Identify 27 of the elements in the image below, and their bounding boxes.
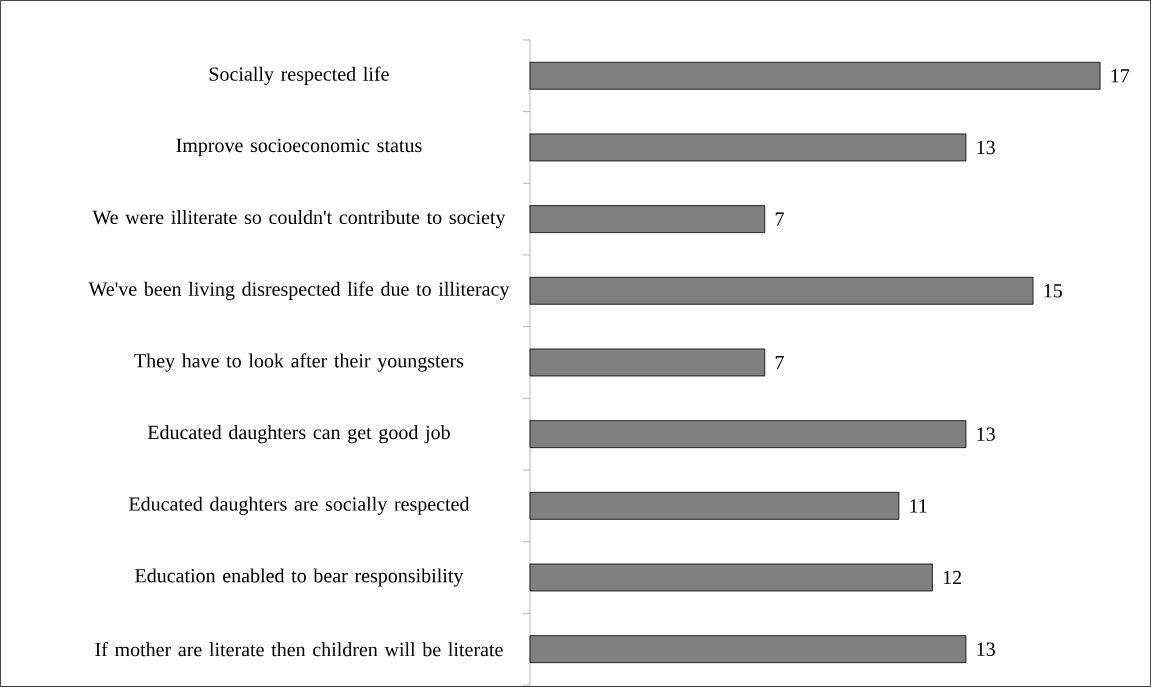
bar — [529, 635, 967, 664]
bar — [529, 133, 967, 162]
y-tick-label: Education enabled to bear responsibility — [135, 568, 464, 587]
data-label: 7 — [775, 212, 784, 226]
data-label: 7 — [775, 355, 784, 370]
y-tick-label: Improve socioeconomic status — [176, 138, 422, 157]
bar — [529, 491, 900, 520]
y-tick-label: Educated daughters can get good job — [147, 425, 450, 444]
bar — [529, 348, 766, 377]
data-label: 13 — [977, 642, 995, 656]
y-tick-label: We were illiterate so couldn't contribute to society — [92, 210, 506, 229]
data-label: 17 — [1111, 69, 1130, 83]
data-label: 13 — [977, 427, 995, 441]
y-tick-label: Educated daughters are socially respected — [129, 496, 470, 515]
data-label: 11 — [910, 499, 927, 513]
y-tick-label: If mother are literate then children will be literate — [95, 642, 503, 657]
bar — [529, 420, 967, 449]
data-label: 12 — [943, 570, 962, 585]
data-label: 15 — [1044, 284, 1062, 298]
bar — [529, 563, 933, 592]
bar — [529, 276, 1034, 305]
y-tick-label: Socially respected life — [209, 66, 389, 85]
y-tick-label: They have to look after their youngsters — [134, 353, 464, 372]
bar — [529, 205, 766, 234]
bar — [529, 61, 1101, 90]
data-label: 13 — [977, 140, 995, 155]
y-tick-label: We've been living disrespected life due to illiteracy — [88, 281, 510, 301]
